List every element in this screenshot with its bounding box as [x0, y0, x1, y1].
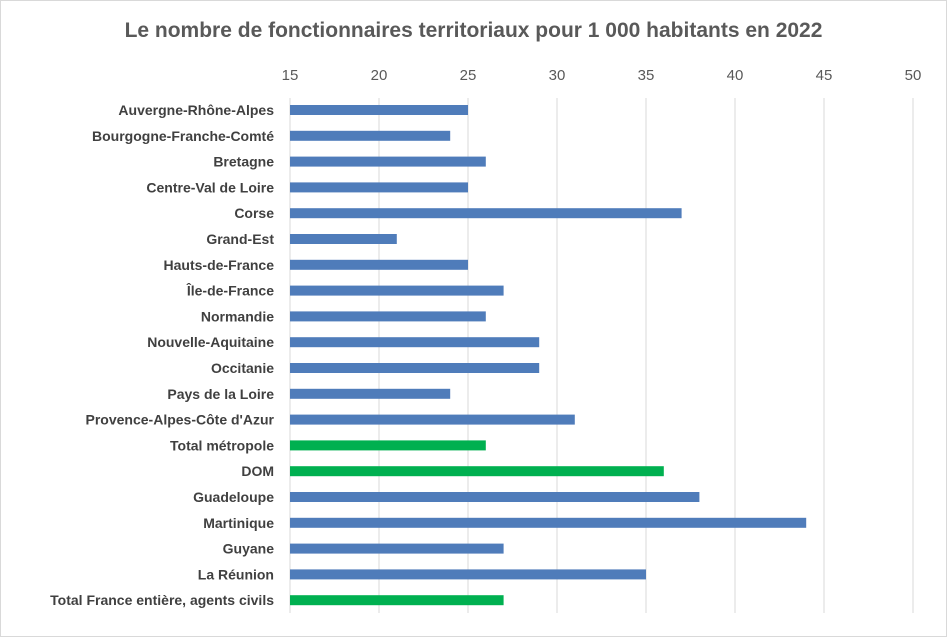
bar	[290, 234, 397, 244]
category-label: Centre-Val de Loire	[146, 179, 274, 195]
category-label: Provence-Alpes-Côte d'Azur	[86, 412, 275, 428]
bar	[290, 182, 468, 193]
bar	[290, 285, 504, 296]
bar	[290, 311, 486, 322]
bar	[290, 259, 468, 270]
bar	[290, 363, 540, 373]
category-label: Bretagne	[213, 154, 274, 170]
bar	[290, 105, 468, 115]
tick-label: 35	[638, 67, 655, 84]
bar	[290, 569, 646, 580]
bar	[290, 466, 664, 477]
bar	[290, 414, 575, 425]
bar	[290, 543, 504, 554]
bar	[290, 440, 486, 451]
bar	[290, 130, 451, 141]
tick-label: 40	[727, 67, 744, 84]
category-label: Guyane	[223, 541, 275, 557]
category-label: Nouvelle-Aquitaine	[147, 334, 274, 350]
bar	[290, 388, 451, 399]
category-label: Grand-Est	[206, 231, 274, 247]
category-label: Bourgogne-Franche-Comté	[92, 128, 274, 144]
tick-label: 20	[371, 67, 388, 84]
category-label: Martinique	[203, 515, 274, 531]
category-label: Total métropole	[170, 437, 274, 453]
category-label: DOM	[241, 463, 274, 479]
tick-label: 25	[460, 67, 477, 84]
category-label: Hauts-de-France	[164, 257, 275, 273]
tick-label: 15	[282, 67, 299, 84]
category-label: Auvergne-Rhône-Alpes	[118, 102, 274, 118]
category-label: Normandie	[201, 308, 274, 324]
category-label: Guadeloupe	[193, 489, 274, 505]
category-label: Total France entière, agents civils	[50, 592, 274, 608]
tick-label: 45	[816, 67, 833, 84]
category-label: Pays de la Loire	[167, 386, 274, 402]
bar	[290, 517, 807, 528]
category-label: Corse	[234, 205, 274, 221]
tick-label: 30	[549, 67, 566, 84]
chart-title: Le nombre de fonctionnaires territoriaux…	[124, 19, 823, 42]
category-label: Occitanie	[211, 360, 274, 376]
tick-label: 50	[905, 67, 922, 84]
category-label: Île-de-France	[186, 282, 274, 299]
bar	[290, 156, 486, 167]
category-label: La Réunion	[198, 566, 274, 582]
bar	[290, 595, 504, 606]
bar	[290, 337, 540, 348]
bar	[290, 492, 700, 502]
bar	[290, 208, 682, 219]
